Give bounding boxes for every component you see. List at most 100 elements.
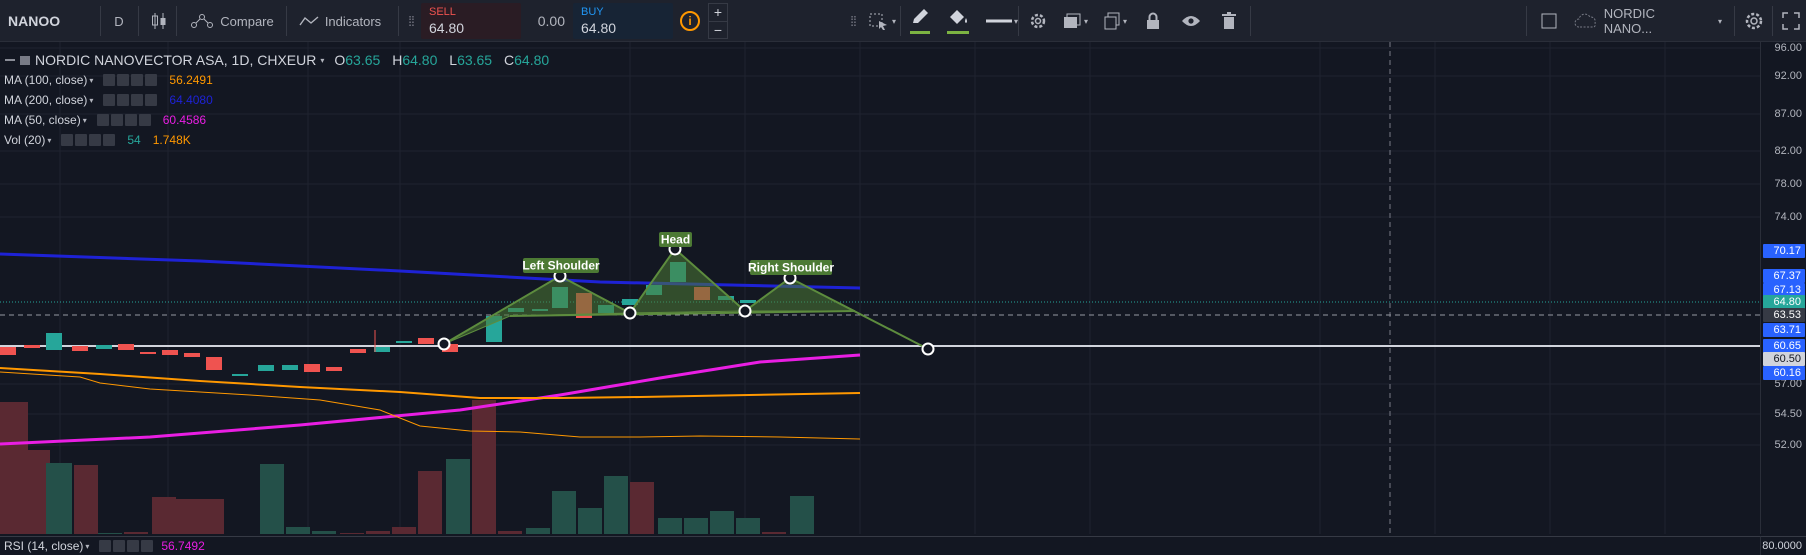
fill-color-button[interactable] xyxy=(940,0,976,42)
volume-bar xyxy=(286,527,310,534)
checkbox-icon xyxy=(1541,13,1557,29)
indicator-value-2: 1.748K xyxy=(152,133,191,147)
indicator-controls[interactable] xyxy=(61,134,116,146)
volume-bar xyxy=(366,531,390,534)
volume-bar xyxy=(46,463,72,534)
indicator-controls[interactable] xyxy=(103,94,158,106)
neckline xyxy=(509,310,856,317)
collapse-icon[interactable] xyxy=(4,54,16,66)
pattern-label-bg xyxy=(523,258,599,273)
info-button[interactable]: i xyxy=(676,0,704,42)
select-area-icon xyxy=(869,13,887,30)
clone-button[interactable]: ▾ xyxy=(1098,0,1132,42)
indicator-row: Vol (20) ▾ 54 1.748K xyxy=(4,133,191,147)
settings-button[interactable] xyxy=(1022,0,1054,42)
brush-tool-button[interactable] xyxy=(904,0,936,42)
price-tick-label: 82.00 xyxy=(1774,145,1802,157)
delete-button[interactable] xyxy=(1214,0,1244,42)
compare-button[interactable]: Compare xyxy=(182,0,282,42)
increase-button[interactable]: + xyxy=(713,4,723,21)
gear-icon xyxy=(117,74,130,86)
gear-icon xyxy=(110,114,123,126)
lock-button[interactable] xyxy=(1138,0,1168,42)
flag-icon[interactable] xyxy=(19,54,31,66)
pattern-label-bg xyxy=(750,260,832,275)
symbol-selector[interactable]: NORDIC NANO... ▾ xyxy=(1574,0,1722,42)
volume-bar xyxy=(312,531,336,534)
high-value: 64.80 xyxy=(402,52,438,68)
price-chart[interactable]: Left Shoulder Head Right Shoulder xyxy=(0,42,1760,534)
decrease-button[interactable]: − xyxy=(709,20,727,39)
price-tag: 63.53 xyxy=(1763,308,1805,322)
indicator-name[interactable]: Vol (20) xyxy=(4,133,46,147)
chart-settings-button[interactable] xyxy=(1738,0,1770,42)
candlesticks xyxy=(0,262,756,376)
head-and-shoulders-pattern: Left Shoulder Head Right Shoulder xyxy=(437,232,935,356)
candle xyxy=(184,353,200,357)
indicator-name[interactable]: MA (200, close) xyxy=(4,93,88,107)
indicator-controls[interactable] xyxy=(103,74,158,86)
object-tree-toggle[interactable] xyxy=(1536,0,1562,42)
pencil-icon xyxy=(913,9,928,23)
ohlc-values: O63.65 H64.80 L63.65 C64.80 xyxy=(334,52,557,68)
candle xyxy=(232,374,248,376)
volume-bar xyxy=(124,532,148,534)
plus-icon xyxy=(89,134,102,146)
toolbar-divider xyxy=(138,6,139,36)
close-icon xyxy=(145,74,158,86)
gear-icon xyxy=(113,540,126,552)
toolbar-divider xyxy=(900,6,901,36)
line-style-button[interactable]: ▾ xyxy=(980,0,1024,42)
indicators-button[interactable]: Indicators xyxy=(290,0,390,42)
volume-bar xyxy=(392,527,416,534)
symbol-search[interactable]: NANOO xyxy=(8,13,61,29)
toolbar-divider xyxy=(100,6,101,36)
plus-icon xyxy=(131,94,144,106)
eye-icon xyxy=(61,134,74,146)
indicator-name[interactable]: MA (100, close) xyxy=(4,73,88,87)
close-label: C xyxy=(504,52,515,68)
price-tick-label: 92.00 xyxy=(1774,70,1802,82)
rsi-name[interactable]: RSI (14, close) xyxy=(4,539,84,553)
gear-icon xyxy=(1030,13,1046,29)
volume-bar xyxy=(658,518,682,534)
candle xyxy=(282,365,298,370)
chart-type-button[interactable] xyxy=(142,0,176,42)
gear-icon xyxy=(75,134,88,146)
eye-icon xyxy=(103,74,116,86)
volume-bar xyxy=(340,533,364,534)
price-tick-label: 78.00 xyxy=(1774,178,1802,190)
close-icon xyxy=(103,134,116,146)
candle xyxy=(622,299,638,305)
indicators-icon xyxy=(299,16,319,26)
symbol-title[interactable]: NORDIC NANOVECTOR ASA, 1D, CHXEUR xyxy=(35,52,317,68)
candle xyxy=(0,347,16,355)
quantity-stepper[interactable]: + − xyxy=(708,3,728,39)
drag-handle-icon[interactable]: ⁞⁞ xyxy=(408,13,415,29)
volume-bar xyxy=(200,499,224,534)
drag-handle-icon[interactable]: ⁞⁞ xyxy=(850,13,857,29)
fullscreen-button[interactable] xyxy=(1776,0,1806,42)
close-value: 64.80 xyxy=(514,52,550,68)
sell-price: 64.80 xyxy=(429,20,465,36)
pattern-anchor-point xyxy=(921,342,935,356)
visual-order-button[interactable]: ▾ xyxy=(1058,0,1092,42)
vol-ma-line xyxy=(0,371,861,440)
indicator-controls[interactable] xyxy=(96,114,151,126)
price-tag: 60.16 xyxy=(1763,366,1805,380)
volume-bar xyxy=(260,464,284,534)
interval-button[interactable]: D xyxy=(114,13,124,29)
chevron-down-icon[interactable]: ▾ xyxy=(320,55,325,65)
info-icon: i xyxy=(680,11,700,31)
hide-button[interactable] xyxy=(1176,0,1206,42)
volume-bars xyxy=(0,400,814,534)
indicator-controls[interactable] xyxy=(99,540,154,552)
indicator-name[interactable]: MA (50, close) xyxy=(4,113,81,127)
price-tick-label: 57.00 xyxy=(1774,378,1802,390)
price-axis[interactable]: 96.00 92.00 87.00 82.00 78.00 74.00 57.00 54.50… xyxy=(1760,42,1806,534)
chart-legend: NORDIC NANOVECTOR ASA, 1D, CHXEUR ▾ O63.… xyxy=(4,50,557,150)
layers-icon xyxy=(1063,13,1081,28)
selection-tool-button[interactable]: ▾ xyxy=(864,0,900,42)
buy-button[interactable]: BUY 64.80 xyxy=(573,3,673,39)
sell-button[interactable]: SELL 64.80 xyxy=(421,3,521,39)
